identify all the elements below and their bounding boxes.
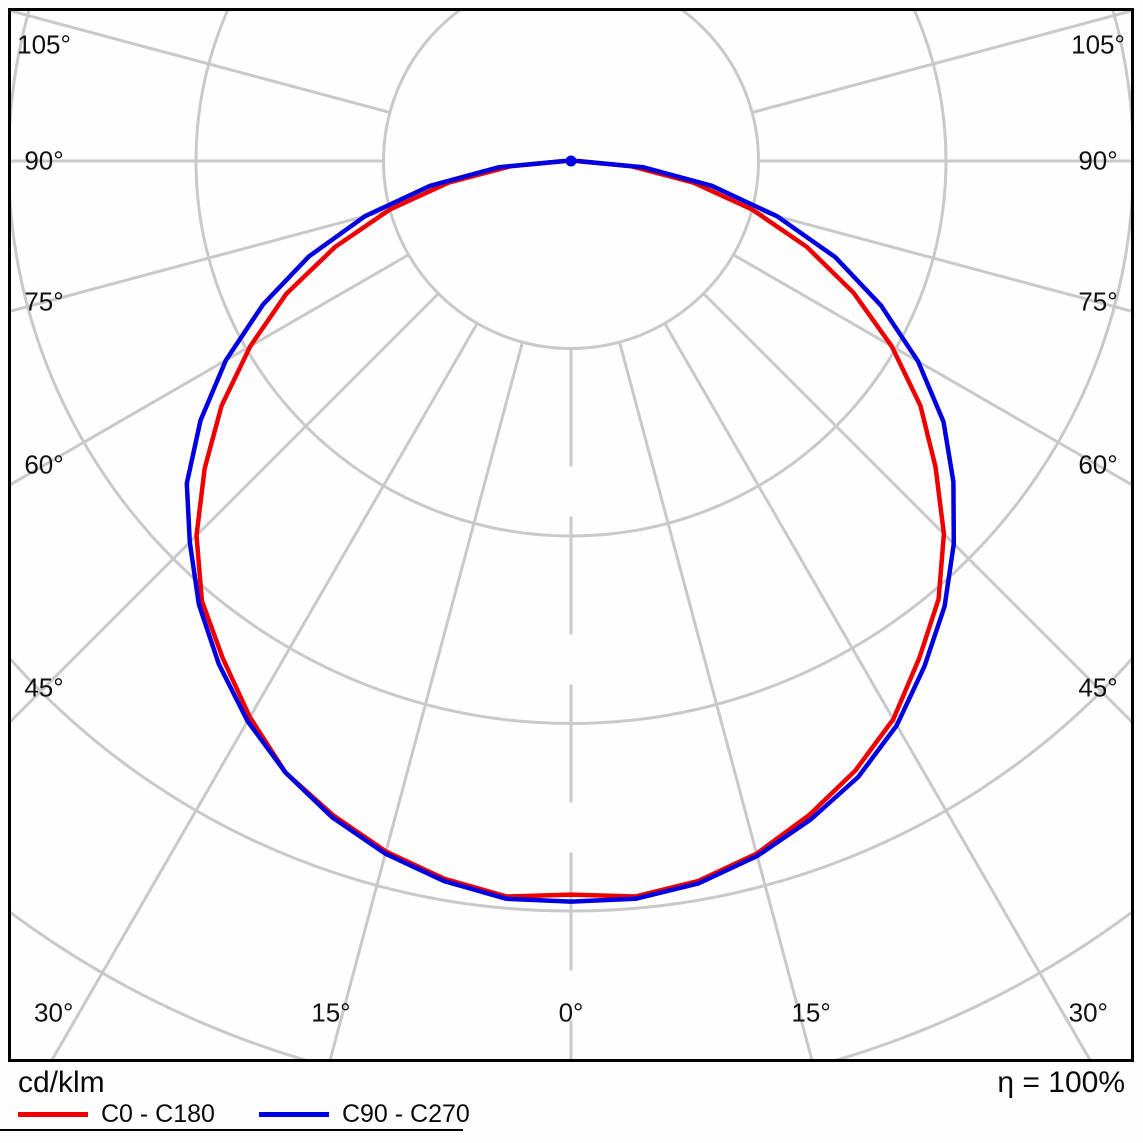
efficiency-label: η = 100% xyxy=(997,1066,1125,1099)
angle-tick-label: 30° xyxy=(34,997,74,1028)
angle-tick-label: 60° xyxy=(24,449,64,480)
legend-label-c0-c180: C0 - C180 xyxy=(101,1100,215,1128)
curve-c0-c180 xyxy=(194,158,947,899)
unit-label: cd/klm xyxy=(18,1066,105,1099)
angle-tick-label: 30° xyxy=(1068,997,1108,1028)
polar-plot-box: 105° 90° 75° 60° 45° 30° 15° 0° 15° 30° 45° 60° 75° 9… xyxy=(8,8,1134,1062)
legend-underline xyxy=(0,1129,463,1131)
angle-tick-label: 105° xyxy=(1071,29,1125,60)
angle-tick-label: 45° xyxy=(24,672,64,703)
angle-tick-label: 15° xyxy=(791,997,831,1028)
footer-row: cd/klm η = 100% xyxy=(0,1066,1143,1100)
legend-label-c90-c270: C90 - C270 xyxy=(341,1100,470,1128)
angle-tick-label: 0° xyxy=(558,997,584,1028)
polar-grid xyxy=(11,11,1131,1059)
angle-tick-label: 90° xyxy=(24,145,64,176)
curve-c90-c270 xyxy=(184,158,957,904)
angle-tick-label: 75° xyxy=(1078,286,1118,317)
angle-tick-label: 105° xyxy=(17,29,71,60)
angle-tick-label: 90° xyxy=(1078,145,1118,176)
angle-tick-label: 60° xyxy=(1078,449,1118,480)
angle-tick-label: 45° xyxy=(1078,672,1118,703)
legend-swatch-c0-c180 xyxy=(18,1112,88,1117)
legend: C0 - C180 C90 - C270 xyxy=(18,1100,470,1129)
angle-tick-label: 15° xyxy=(311,997,351,1028)
legend-swatch-c90-c270 xyxy=(258,1112,329,1117)
origin-dot xyxy=(565,155,577,167)
polar-chart-canvas xyxy=(11,11,1131,1059)
angle-tick-label: 75° xyxy=(24,286,64,317)
